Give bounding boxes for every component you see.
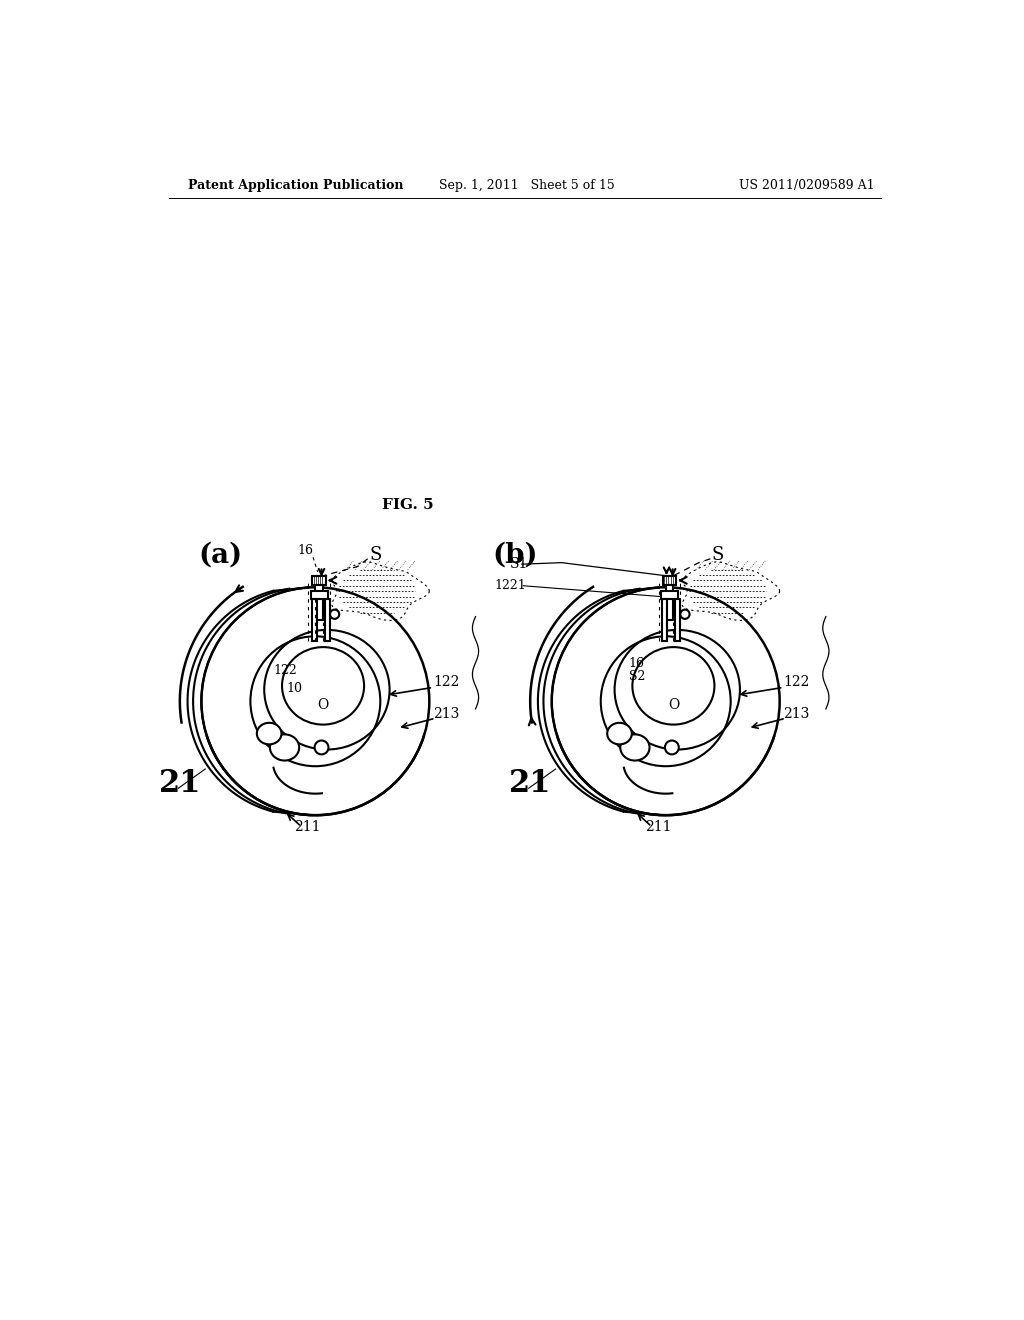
Text: 211: 211: [645, 820, 672, 834]
Text: 10: 10: [286, 682, 302, 696]
Ellipse shape: [270, 734, 299, 760]
Text: 213: 213: [783, 708, 810, 721]
Circle shape: [330, 610, 339, 619]
Bar: [325, 599, 330, 642]
Text: (b): (b): [493, 541, 538, 569]
Bar: [662, 591, 678, 599]
Text: 16: 16: [297, 544, 313, 557]
Bar: [675, 599, 680, 642]
Text: (a): (a): [199, 541, 243, 569]
Bar: [310, 591, 328, 599]
Bar: [311, 599, 316, 642]
Text: 21: 21: [159, 768, 202, 799]
Circle shape: [680, 610, 689, 619]
Text: 1221: 1221: [495, 579, 526, 593]
Text: 122: 122: [783, 675, 810, 689]
Text: FIG. 5: FIG. 5: [382, 498, 433, 512]
Bar: [663, 576, 677, 585]
Text: S1: S1: [510, 557, 528, 572]
Bar: [662, 599, 668, 642]
Text: S: S: [370, 546, 382, 564]
Ellipse shape: [257, 723, 282, 744]
Text: 21: 21: [509, 768, 552, 799]
Bar: [312, 576, 326, 585]
Circle shape: [665, 741, 679, 755]
Text: Patent Application Publication: Patent Application Publication: [188, 178, 403, 191]
Ellipse shape: [607, 723, 632, 744]
Text: 122: 122: [273, 664, 297, 677]
Text: 16: 16: [629, 656, 645, 669]
Text: S: S: [712, 546, 724, 564]
Text: 211: 211: [295, 820, 321, 834]
Text: 122: 122: [433, 675, 460, 689]
Text: 213: 213: [433, 708, 460, 721]
Text: O: O: [668, 698, 679, 711]
Ellipse shape: [621, 734, 649, 760]
Text: S2: S2: [629, 669, 645, 682]
Text: O: O: [317, 698, 329, 711]
Text: Sep. 1, 2011   Sheet 5 of 15: Sep. 1, 2011 Sheet 5 of 15: [438, 178, 614, 191]
Text: US 2011/0209589 A1: US 2011/0209589 A1: [739, 178, 874, 191]
Bar: [666, 585, 674, 619]
Circle shape: [314, 741, 329, 755]
Bar: [315, 585, 323, 619]
